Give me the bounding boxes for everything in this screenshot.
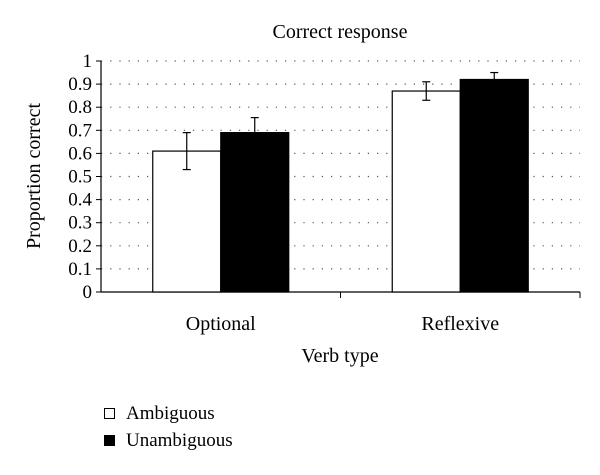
bars	[152, 71, 529, 293]
legend: Ambiguous Unambiguous	[104, 400, 233, 454]
y-axis-label: Proportion correct	[23, 103, 45, 250]
y-tick-label: 0.4	[68, 190, 92, 211]
bar-unambiguous-reflexive	[459, 78, 529, 293]
legend-item-ambiguous: Ambiguous	[104, 400, 233, 427]
legend-swatch-unambiguous	[104, 435, 115, 446]
gridlines	[101, 60, 580, 270]
legend-label-unambiguous: Unambiguous	[126, 429, 233, 451]
x-tick-label: Reflexive	[421, 313, 499, 335]
chart-title: Correct response	[273, 21, 408, 43]
y-tick-label: 0.2	[68, 236, 92, 257]
bar-chart: Correct response 00.10.20.30.40.50.60.70…	[23, 21, 581, 367]
bar-ambiguous-reflexive	[391, 90, 461, 293]
y-tick-label: 0.8	[68, 97, 92, 118]
bar-unambiguous-optional	[220, 132, 290, 293]
legend-label-ambiguous: Ambiguous	[126, 402, 215, 424]
y-tick-label: 0.6	[68, 143, 92, 164]
axes: 00.10.20.30.40.5 0.60.70.80.91 Optional Ref…	[68, 51, 581, 335]
x-axis-label: Verb type	[301, 345, 378, 367]
y-tick-label: 0.3	[68, 213, 92, 234]
y-tick-label: 0.5	[68, 167, 92, 188]
bar-ambiguous-optional	[152, 150, 222, 293]
y-tick-label: 1	[83, 51, 93, 72]
y-tick-label: 0.1	[68, 259, 92, 280]
legend-item-unambiguous: Unambiguous	[104, 427, 233, 454]
y-tick-label: 0.7	[68, 120, 92, 141]
x-tick-label: Optional	[186, 313, 256, 335]
legend-swatch-ambiguous	[104, 408, 115, 419]
y-tick-label: 0	[83, 282, 93, 303]
y-tick-label: 0.9	[68, 74, 92, 95]
